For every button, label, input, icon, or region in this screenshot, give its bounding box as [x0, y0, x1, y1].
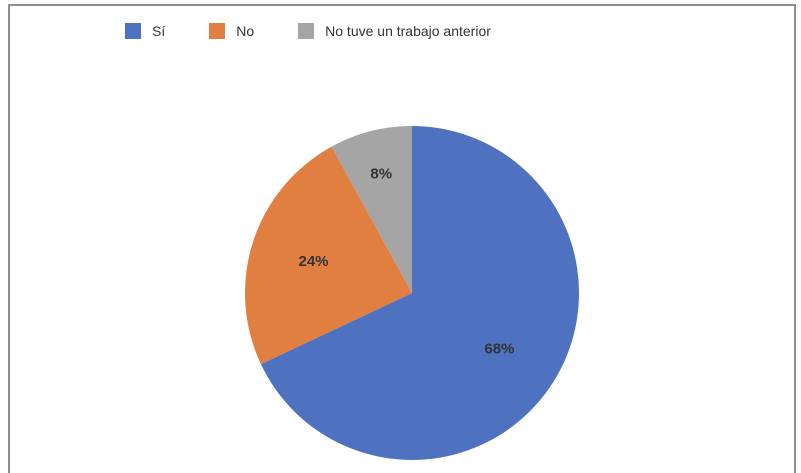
- pie-data-labels: 68% 24% 8%: [299, 165, 515, 357]
- legend-item-si[interactable]: Sí: [125, 23, 165, 39]
- pie-slice-si[interactable]: [260, 126, 580, 461]
- legend-swatch-no-previous-job: [298, 23, 315, 39]
- data-label-no-previous-job: 8%: [370, 165, 392, 182]
- pie-slice-no[interactable]: [245, 146, 412, 365]
- legend-swatch-no: [209, 23, 226, 39]
- legend-item-no[interactable]: No: [209, 23, 254, 39]
- legend-item-no-previous-job[interactable]: No tuve un trabajo anterior: [298, 23, 491, 39]
- chart-legend: Sí No No tuve un trabajo anterior: [125, 20, 535, 42]
- legend-swatch-si: [125, 23, 141, 39]
- pie-slice-no-previous-job[interactable]: [331, 126, 412, 293]
- data-label-no: 24%: [299, 253, 329, 270]
- data-label-si: 68%: [484, 340, 514, 357]
- legend-label-si: Sí: [152, 23, 166, 39]
- legend-label-no-previous-job: No tuve un trabajo anterior: [325, 23, 491, 39]
- legend-label-no: No: [236, 23, 255, 39]
- pie-slices: [245, 126, 580, 461]
